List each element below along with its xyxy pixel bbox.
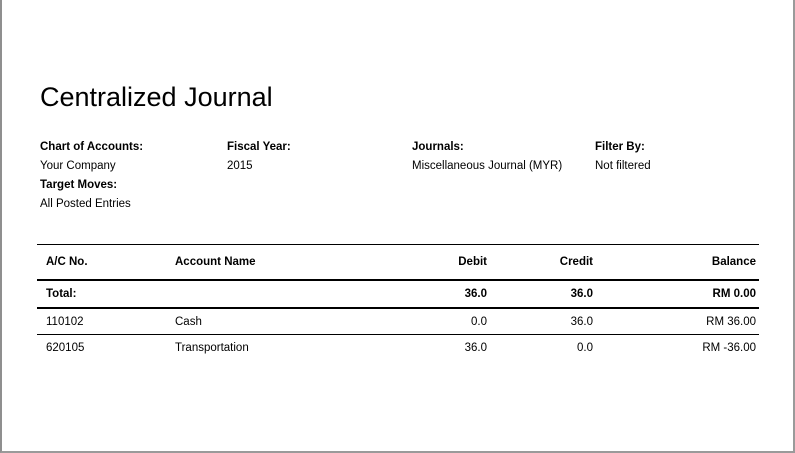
total-row: Total: 36.0 36.0 RM 0.00	[37, 280, 759, 308]
total-credit: 36.0	[570, 288, 593, 300]
page-title: Centralized Journal	[40, 82, 273, 112]
table-row: 110102 Cash 0.0 36.0 RM 36.00	[37, 308, 759, 335]
field-target-moves: Target Moves: All Posted Entries	[40, 176, 131, 214]
cell-credit: 36.0	[570, 315, 593, 328]
field-value: 2015	[227, 160, 253, 172]
field-value: Not filtered	[595, 160, 651, 172]
field-filter-by: Filter By: Not filtered	[595, 138, 651, 176]
field-label: Target Moves:	[40, 179, 118, 191]
field-label: Filter By:	[595, 141, 645, 153]
cell-balance: RM 36.00	[706, 315, 756, 328]
column-header-account-no: A/C No.	[46, 256, 88, 268]
field-value: All Posted Entries	[40, 198, 131, 210]
cell-debit: 36.0	[464, 341, 487, 354]
field-chart-of-accounts: Chart of Accounts: Your Company	[40, 138, 143, 176]
journal-table: A/C No. Account Name Debit Credit Balanc…	[37, 244, 759, 360]
cell-account-name: Cash	[175, 315, 202, 328]
cell-credit: 0.0	[577, 341, 593, 354]
column-header-credit: Credit	[559, 256, 593, 268]
total-label: Total:	[46, 288, 77, 300]
field-label: Chart of Accounts:	[40, 141, 144, 153]
cell-debit: 0.0	[471, 315, 487, 328]
cell-account-name: Transportation	[175, 341, 249, 354]
field-value: Miscellaneous Journal (MYR)	[412, 160, 563, 172]
cell-account-no: 620105	[46, 341, 85, 354]
field-label: Journals:	[412, 141, 464, 153]
cell-account-no: 110102	[46, 315, 84, 328]
field-journals: Journals: Miscellaneous Journal (MYR)	[412, 138, 562, 176]
column-header-account-name: Account Name	[175, 256, 256, 268]
column-header-balance: Balance	[711, 256, 756, 268]
field-fiscal-year: Fiscal Year: 2015	[227, 138, 291, 176]
table-row: 620105 Transportation 36.0 0.0 RM -36.00	[37, 335, 759, 361]
total-balance: RM 0.00	[712, 288, 756, 300]
field-value: Your Company	[40, 160, 116, 172]
total-debit: 36.0	[464, 288, 487, 300]
table-header-row: A/C No. Account Name Debit Credit Balanc…	[37, 245, 759, 280]
total-account-name	[175, 280, 381, 308]
column-header-debit: Debit	[458, 256, 487, 268]
cell-balance: RM -36.00	[702, 341, 756, 354]
field-label: Fiscal Year:	[227, 141, 291, 153]
